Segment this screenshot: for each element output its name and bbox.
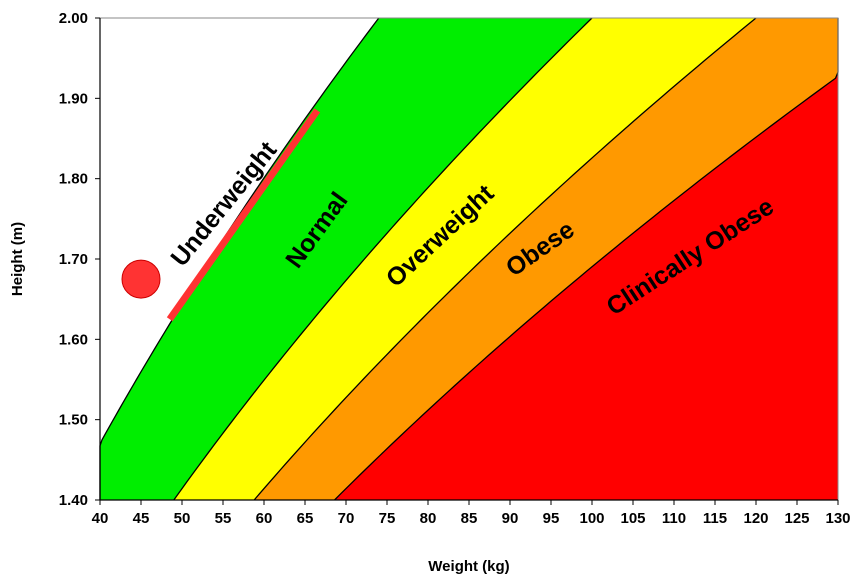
x-tick-label: 105 [620, 510, 645, 527]
y-axis-title: Height (m) [9, 222, 26, 296]
x-tick-label: 125 [784, 510, 809, 527]
y-tick-label: 1.40 [59, 492, 88, 509]
boundary-curve [253, 17, 757, 501]
x-tick-label: 70 [338, 510, 355, 527]
x-tick-label: 110 [662, 510, 686, 527]
x-tick-label: 65 [297, 510, 314, 527]
person-marker [121, 259, 161, 299]
annotations [121, 108, 321, 322]
x-tick-label: 130 [825, 510, 850, 527]
boundary-curve [173, 17, 593, 501]
zone-area-overweight [173, 18, 757, 500]
x-tick-label: 60 [256, 510, 273, 527]
x-tick-label: 55 [215, 510, 232, 527]
x-tick-label: 40 [92, 510, 109, 527]
x-tick-label: 100 [579, 510, 604, 527]
boundary-curve [334, 18, 839, 501]
zone-areas [100, 18, 838, 500]
y-tick-label: 1.90 [59, 90, 88, 107]
y-tick-label: 1.50 [59, 412, 88, 429]
x-tick-label: 45 [133, 510, 150, 527]
x-tick-label: 120 [743, 510, 768, 527]
underweight-underline [166, 108, 321, 322]
y-tick-label: 1.70 [59, 251, 88, 268]
x-tick-label: 50 [174, 510, 191, 527]
x-tick-label: 90 [502, 510, 519, 527]
y-tick-label: 1.80 [59, 171, 88, 188]
zone-area-normal [100, 18, 592, 500]
y-tick-label: 2.00 [59, 10, 88, 27]
zone-area-clinically-obese [334, 18, 838, 500]
x-tick-label: 115 [703, 510, 727, 527]
x-tick-label: 95 [543, 510, 560, 527]
x-tick-label: 75 [379, 510, 396, 527]
zone-area-obese [254, 18, 838, 500]
y-tick-label: 1.60 [59, 331, 88, 348]
x-axis-title: Weight (kg) [428, 558, 509, 575]
x-tick-label: 85 [461, 510, 478, 527]
x-tick-label: 80 [420, 510, 437, 527]
axes: 40 45 50 55 60 65 70 75 80 85 90 95 100 105 110 115 120 1… [59, 10, 851, 527]
